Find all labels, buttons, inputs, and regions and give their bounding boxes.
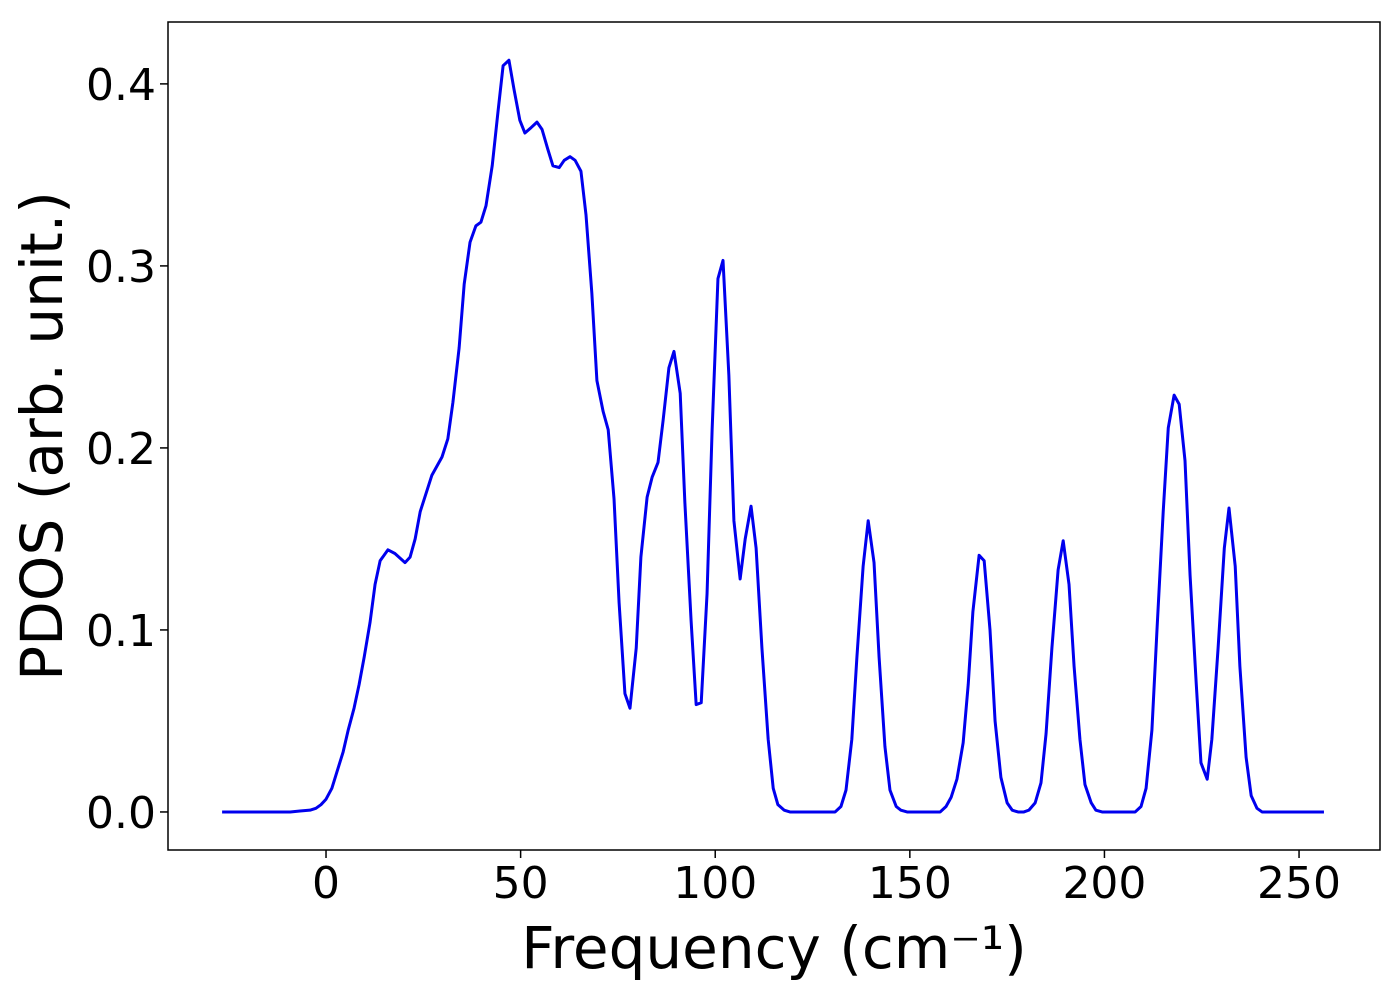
y-tick-label: 0.3 xyxy=(86,242,156,293)
x-tick-label: 150 xyxy=(868,858,952,909)
x-axis-label: Frequency (cm⁻¹) xyxy=(521,914,1027,982)
x-tick-label: 0 xyxy=(312,858,340,909)
x-tick-label: 100 xyxy=(673,858,757,909)
x-tick-label: 50 xyxy=(493,858,549,909)
line-series xyxy=(222,58,1324,814)
x-tick-label: 250 xyxy=(1257,858,1341,909)
y-tick-label: 0.1 xyxy=(86,606,156,657)
plot-frame xyxy=(167,21,1381,851)
x-tick-label: 200 xyxy=(1062,858,1146,909)
y-tick-label: 0.0 xyxy=(86,788,156,839)
y-tick-label: 0.4 xyxy=(86,60,156,111)
y-axis-label: PDOS (arb. unit.) xyxy=(8,191,76,681)
y-tick-label: 0.2 xyxy=(86,424,156,475)
